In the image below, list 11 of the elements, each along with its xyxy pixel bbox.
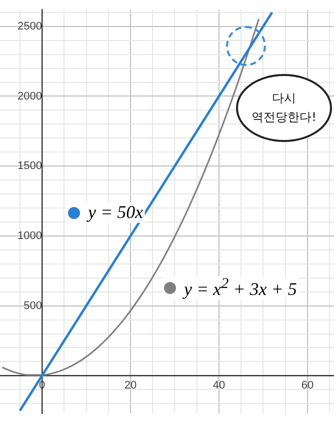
y-tick-label: 2500 <box>18 20 42 32</box>
x-tick-label: 60 <box>301 379 314 392</box>
y-tick-label: 1500 <box>18 160 42 172</box>
legend-label: y = x$^{2}$ + 3x + 5 <box>184 276 297 300</box>
y-tick-label: 2000 <box>18 90 42 102</box>
speech-bubble: 다시 역전당한다! <box>236 74 332 142</box>
y-tick-label: 1000 <box>18 230 42 242</box>
legend-label: y = 50x <box>88 202 144 223</box>
y-tick-label: 500 <box>24 300 42 312</box>
x-tick-label: 20 <box>124 379 137 392</box>
x-tick-label: 40 <box>212 379 226 392</box>
